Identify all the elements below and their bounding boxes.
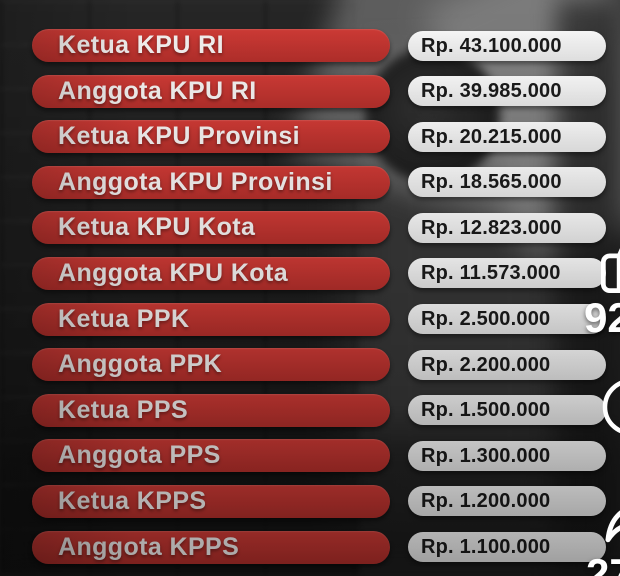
position-label-pill: Anggota KPU RI: [32, 74, 390, 108]
position-label: Anggota KPU Kota: [58, 258, 288, 287]
salary-value: Rp. 11.573.000: [421, 262, 561, 285]
salary-value-pill: Rp. 20.215.000: [408, 121, 606, 152]
position-label: Anggota KPPS: [58, 532, 240, 561]
salary-value: Rp. 2.500.000: [421, 308, 551, 331]
salary-value: Rp. 1.500.000: [421, 399, 551, 422]
salary-value-pill: Rp. 18.565.000: [408, 167, 606, 198]
salary-value-pill: Rp. 1.300.000: [408, 440, 606, 471]
salary-table: Ketua KPU RI Rp. 43.100.000 Anggota KPU …: [0, 29, 606, 576]
position-label-pill: Anggota KPU Provinsi: [32, 165, 390, 199]
salary-value: Rp. 1.200.000: [421, 490, 551, 513]
position-label-pill: Anggota KPPS: [32, 530, 390, 564]
position-label-pill: Ketua KPU Provinsi: [32, 120, 390, 154]
background-kpu-logo-blur: [365, 48, 500, 183]
comment-icon[interactable]: [600, 377, 620, 439]
salary-value-pill: Rp. 1.500.000: [408, 395, 606, 426]
position-label-pill: Ketua KPU Kota: [32, 211, 390, 245]
table-row: Anggota KPU Kota Rp. 11.573.000: [0, 256, 606, 290]
salary-value-pill: Rp. 43.100.000: [408, 30, 606, 61]
position-label: Ketua KPU RI: [58, 31, 224, 59]
table-row: Ketua PPK Rp. 2.500.000: [0, 302, 606, 336]
table-row: Anggota PPS Rp. 1.300.000: [0, 439, 606, 473]
position-label-pill: Ketua PPS: [32, 393, 390, 427]
position-label: Anggota PPS: [58, 441, 221, 470]
salary-value: Rp. 12.823.000: [421, 216, 562, 239]
position-label: Ketua PPK: [58, 304, 190, 333]
table-row: Ketua KPU Provinsi Rp. 20.215.000: [0, 120, 606, 154]
salary-value: Rp. 18.565.000: [421, 171, 562, 194]
salary-value: Rp. 1.100.000: [421, 536, 551, 559]
position-label-pill: Anggota KPU Kota: [32, 256, 390, 290]
table-row: Ketua KPU Kota Rp. 12.823.000: [0, 211, 606, 245]
table-row: Anggota PPK Rp. 2.200.000: [0, 348, 606, 382]
thumbs-up-icon[interactable]: [597, 220, 620, 298]
table-row: Ketua PPS Rp. 1.500.000: [0, 393, 606, 427]
position-label: Ketua KPU Provinsi: [58, 122, 300, 151]
salary-value: Rp. 1.300.000: [421, 444, 551, 467]
position-label-pill: Anggota PPK: [32, 348, 390, 382]
position-label: Ketua PPS: [58, 395, 189, 424]
salary-value: Rp. 39.985.000: [421, 80, 562, 103]
position-label-pill: Ketua KPPS: [32, 484, 390, 518]
table-row: Anggota KPU RI Rp. 39.985.000: [0, 74, 606, 108]
salary-value: Rp. 43.100.000: [421, 34, 562, 57]
salary-value-pill: Rp. 11.573.000: [408, 258, 606, 289]
position-label-pill: Ketua KPU RI: [32, 29, 390, 62]
position-label: Anggota PPK: [58, 350, 223, 379]
table-row: Ketua KPU RI Rp. 43.100.000: [0, 29, 606, 62]
salary-value: Rp. 20.215.000: [421, 125, 562, 148]
salary-value: Rp. 2.200.000: [421, 353, 551, 376]
position-label-pill: Anggota PPS: [32, 439, 390, 473]
salary-value-pill: Rp. 2.200.000: [408, 349, 606, 380]
salary-value-pill: Rp. 12.823.000: [408, 212, 606, 243]
salary-value-pill: Rp. 1.100.000: [408, 532, 606, 563]
position-label: Anggota KPU RI: [58, 76, 257, 105]
position-label: Ketua KPU Kota: [58, 213, 256, 242]
share-icon[interactable]: [599, 483, 620, 549]
table-row: Anggota KPPS Rp. 1.100.000: [0, 530, 606, 564]
position-label: Ketua KPPS: [58, 486, 207, 515]
salary-value-pill: Rp. 1.200.000: [408, 486, 606, 517]
table-row: Anggota KPU Provinsi Rp. 18.565.000: [0, 165, 606, 199]
salary-value-pill: Rp. 2.500.000: [408, 304, 606, 335]
salary-value-pill: Rp. 39.985.000: [408, 76, 606, 107]
table-row: Ketua KPPS Rp. 1.200.000: [0, 484, 606, 518]
position-label: Anggota KPU Provinsi: [58, 167, 333, 196]
position-label-pill: Ketua PPK: [32, 302, 390, 336]
